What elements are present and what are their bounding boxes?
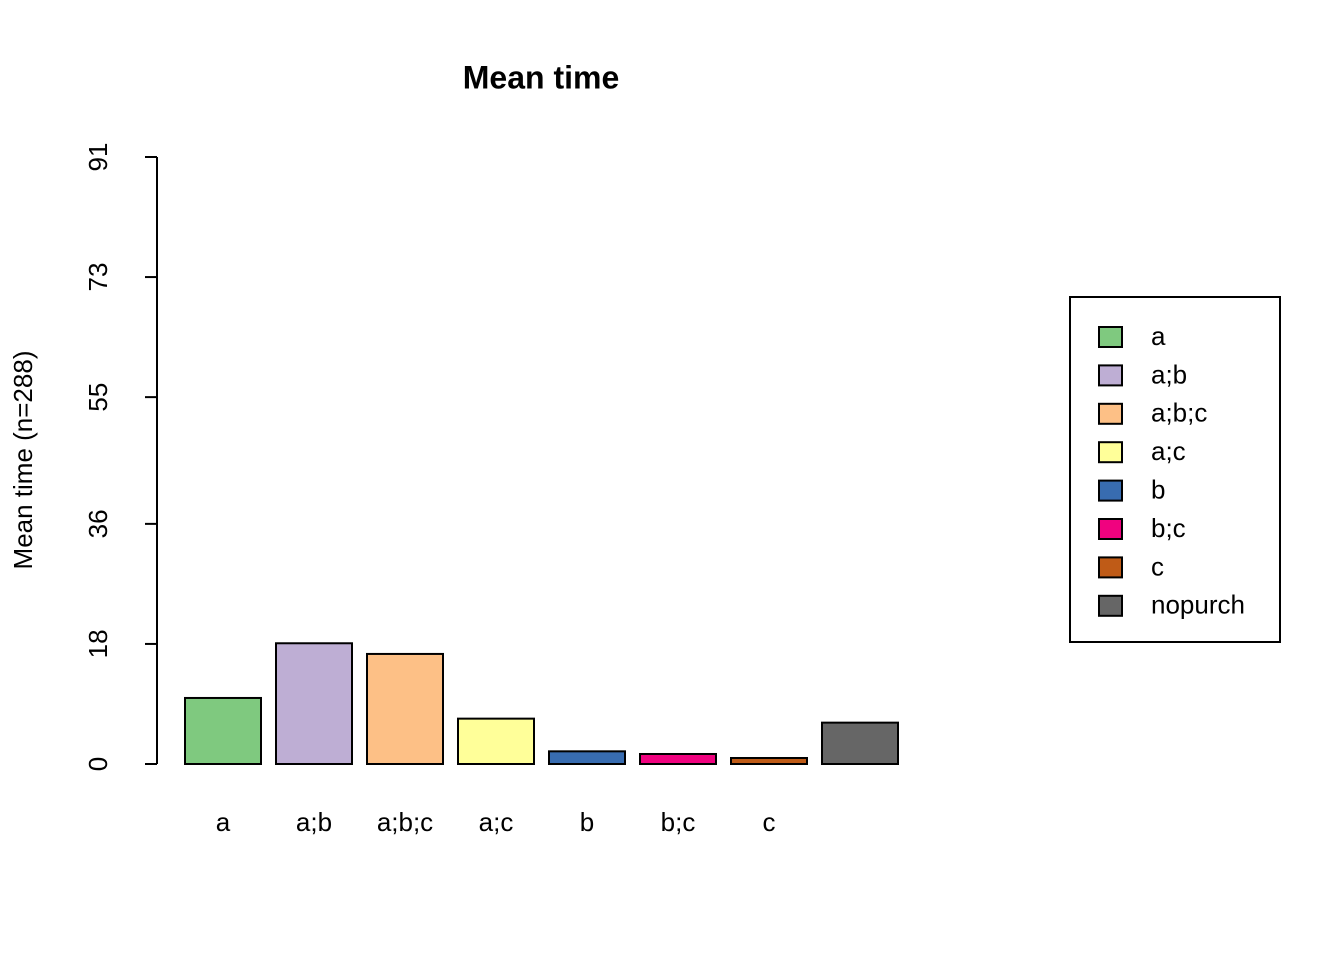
x-tick-label: a xyxy=(216,807,231,837)
chart-title: Mean time xyxy=(463,59,619,95)
bar xyxy=(639,752,717,766)
legend-label: a;c xyxy=(1151,436,1186,466)
legend-label: b xyxy=(1151,474,1165,504)
bar xyxy=(366,652,444,766)
legend-swatch xyxy=(1098,518,1123,540)
y-tick-label: 91 xyxy=(83,143,113,172)
y-tick-label: 55 xyxy=(83,383,113,412)
x-tick-label: c xyxy=(763,807,776,837)
bar xyxy=(730,756,808,766)
bar xyxy=(548,750,626,765)
legend-label: a;b xyxy=(1151,359,1187,389)
y-axis-label: Mean time (n=288) xyxy=(8,351,38,570)
legend-swatch xyxy=(1098,326,1123,348)
bar xyxy=(275,642,353,765)
x-tick-label: a;c xyxy=(479,807,514,837)
legend-label: a xyxy=(1151,321,1166,351)
legend-swatch xyxy=(1098,364,1123,387)
legend-swatch xyxy=(1098,556,1123,579)
legend-swatch xyxy=(1098,402,1123,425)
y-tick-label: 73 xyxy=(83,263,113,292)
bar xyxy=(821,721,899,766)
legend-swatch xyxy=(1098,441,1123,464)
legend-label: c xyxy=(1151,551,1164,581)
x-tick-label: a;b;c xyxy=(377,807,433,837)
legend-box xyxy=(1069,296,1281,643)
legend-label: b;c xyxy=(1151,513,1186,543)
legend-swatch xyxy=(1098,479,1123,502)
bar xyxy=(184,696,262,766)
y-tick-label: 36 xyxy=(83,509,113,538)
x-tick-label: b xyxy=(580,807,594,837)
bar xyxy=(457,717,535,766)
y-tick-label: 18 xyxy=(83,629,113,658)
legend-label: a;b;c xyxy=(1151,398,1207,428)
legend-swatch xyxy=(1098,594,1123,617)
x-tick-label: b;c xyxy=(661,807,696,837)
x-tick-label: a;b xyxy=(296,807,332,837)
y-tick-label: 0 xyxy=(83,757,113,771)
legend-label: nopurch xyxy=(1151,590,1245,620)
